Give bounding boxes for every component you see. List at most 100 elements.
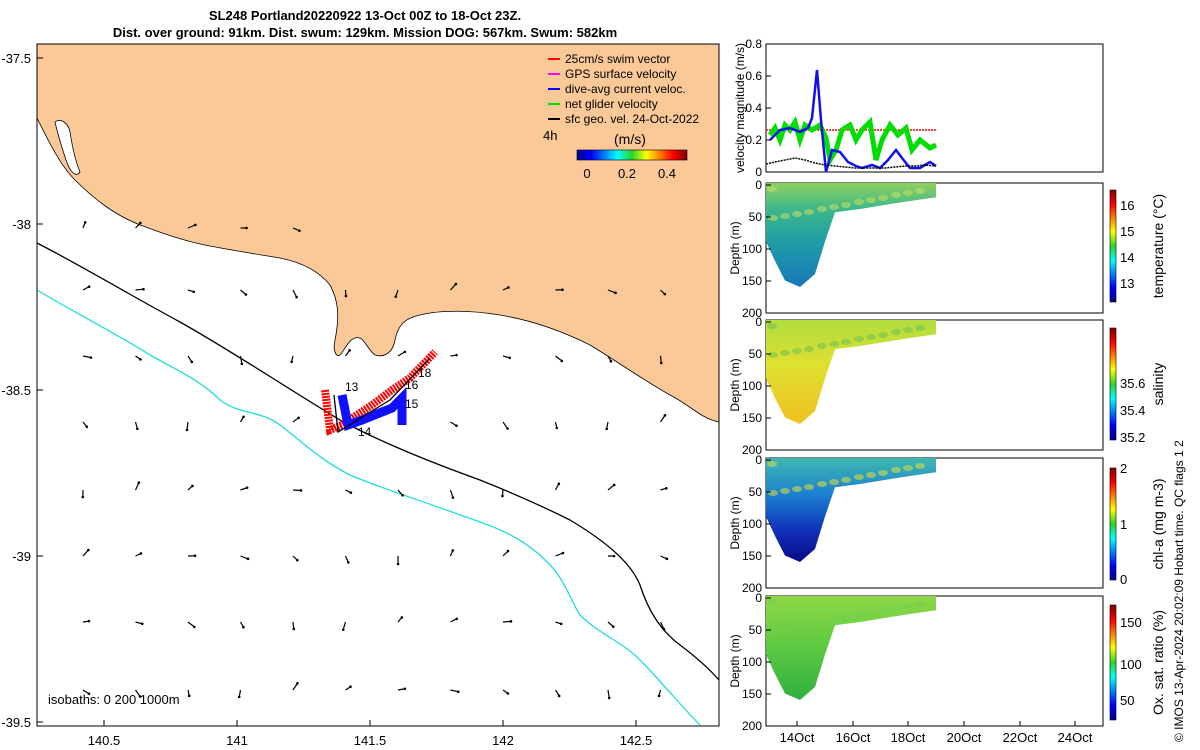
colorbar-tick-label: 15 (1120, 224, 1134, 239)
velocity-vector-head (611, 625, 615, 628)
section-texture (792, 211, 802, 217)
section-texture (841, 339, 851, 345)
section-texture (891, 467, 901, 473)
velocity-vector (240, 555, 249, 560)
colorbar-unit: (m/s) (614, 131, 646, 147)
section-texture (804, 484, 814, 490)
velocity-vector (449, 489, 454, 498)
legend-item-label: net glider velocity (565, 97, 658, 111)
velocity-vector (82, 549, 89, 557)
depth-tick-label: 100 (742, 242, 762, 256)
velocity-vector-head (346, 561, 350, 564)
velocity-vector-head (240, 362, 244, 366)
section-texture (780, 626, 790, 632)
velocity-vector-head (561, 551, 565, 555)
depth-tick-label: 0 (755, 591, 762, 605)
depth-tick-label: 0 (755, 315, 762, 329)
section-variable-label: salinity (1150, 363, 1166, 406)
lon-tick-label: 142 (492, 733, 514, 748)
section-texture (768, 490, 778, 496)
velocity-vector-head (246, 557, 250, 561)
velocity-vector (239, 355, 243, 364)
velocity-tick-label: 0 (755, 165, 762, 179)
section-panel-4: 0 50 100 150 200 Depth (m) 50 100 150 Ox. sat. ra… (728, 591, 1166, 733)
section-texture (891, 329, 901, 335)
velocity-vector-head (509, 620, 513, 623)
section-field (766, 458, 936, 562)
section-variable-label: chl-a (mg m-3) (1150, 478, 1166, 569)
section-texture (767, 323, 777, 329)
section-texture (767, 461, 777, 467)
lon-tick-label: 140.5 (88, 733, 121, 748)
velocity-vector-head (451, 496, 455, 499)
section-field (766, 320, 936, 424)
velocity-vector (555, 355, 563, 362)
section-texture (768, 352, 778, 358)
velocity-vector-head (659, 361, 663, 365)
velocity-tick-label: 0.4 (745, 101, 762, 115)
section-texture (915, 188, 925, 194)
velocity-vector-head (557, 482, 561, 486)
colorbar-tick-label: 150 (1120, 615, 1142, 630)
velocity-vector-head (187, 694, 191, 698)
velocity-vector-head (341, 628, 345, 631)
velocity-vector-head (140, 622, 144, 626)
velocity-vector (82, 355, 91, 359)
plot-title-line-2: Dist. over ground: 91km. Dist. swum: 129… (112, 25, 618, 40)
velocity-vector-head (348, 349, 351, 352)
colorbar-tick-label: 0 (1120, 572, 1127, 587)
time-tick-label: 20Oct (947, 730, 982, 745)
surface-velocity-vectors (81, 221, 669, 700)
velocity-vector (502, 620, 512, 623)
velocity-vector-head (83, 221, 87, 224)
isobath-1000m (36, 289, 701, 726)
section-texture (817, 481, 827, 487)
section-texture (866, 472, 876, 478)
isobaths-label: isobaths: 0 200 1000m (48, 692, 180, 707)
speed-colorbar (576, 149, 688, 161)
velocity-vector-head (87, 692, 91, 696)
velocity-vector (660, 415, 666, 423)
velocity-vector-head (663, 414, 667, 417)
colorbar-tick-label: 0.4 (658, 166, 676, 181)
depth-tick-label: 100 (742, 655, 762, 669)
colorbar-tick-label: 100 (1120, 657, 1142, 672)
velocity-vector-head (349, 685, 352, 689)
velocity-vector-head (557, 694, 561, 698)
velocity-vector-head (194, 223, 197, 227)
plot-title-line-1: SL248 Portland20220922 13-Oct 00Z to 18-… (208, 8, 522, 23)
velocity-vector-head (454, 282, 458, 286)
velocity-vector-head (560, 359, 564, 363)
velocity-vector-head (245, 226, 248, 230)
section-texture (903, 190, 913, 196)
section-variable-label: Ox. sat. ratio (%) (1150, 610, 1166, 715)
legend-item-label: 25cm/s swim vector (565, 52, 670, 66)
velocity-tick-label: 0.6 (745, 69, 762, 83)
velocity-vector-head (400, 616, 404, 619)
velocity-vector-head (297, 416, 300, 420)
section-field (766, 183, 936, 287)
depth-tick-label: 50 (749, 347, 763, 361)
section-texture (866, 197, 876, 203)
section-texture (903, 327, 913, 333)
track-day-label: 18 (418, 366, 432, 380)
velocity-vector-head (605, 427, 608, 431)
depth-tick-label: 200 (742, 306, 762, 320)
section-texture (792, 348, 802, 354)
section-texture (829, 204, 839, 210)
velocity-vector (186, 421, 189, 431)
section-texture (915, 463, 925, 469)
surface-geo-speed-line (765, 157, 937, 169)
section-texture (866, 610, 876, 616)
depth-axis-label: Depth (m) (728, 496, 742, 549)
velocity-vector-head (185, 428, 189, 432)
section-colorbar (1109, 327, 1117, 441)
section-texture (854, 474, 864, 480)
land-coastline (36, 43, 720, 423)
section-texture (792, 486, 802, 492)
depth-tick-label: 100 (742, 379, 762, 393)
depth-tick-label: 150 (742, 687, 762, 701)
velocity-vector-head (136, 427, 139, 431)
velocity-vector-head (501, 494, 504, 498)
